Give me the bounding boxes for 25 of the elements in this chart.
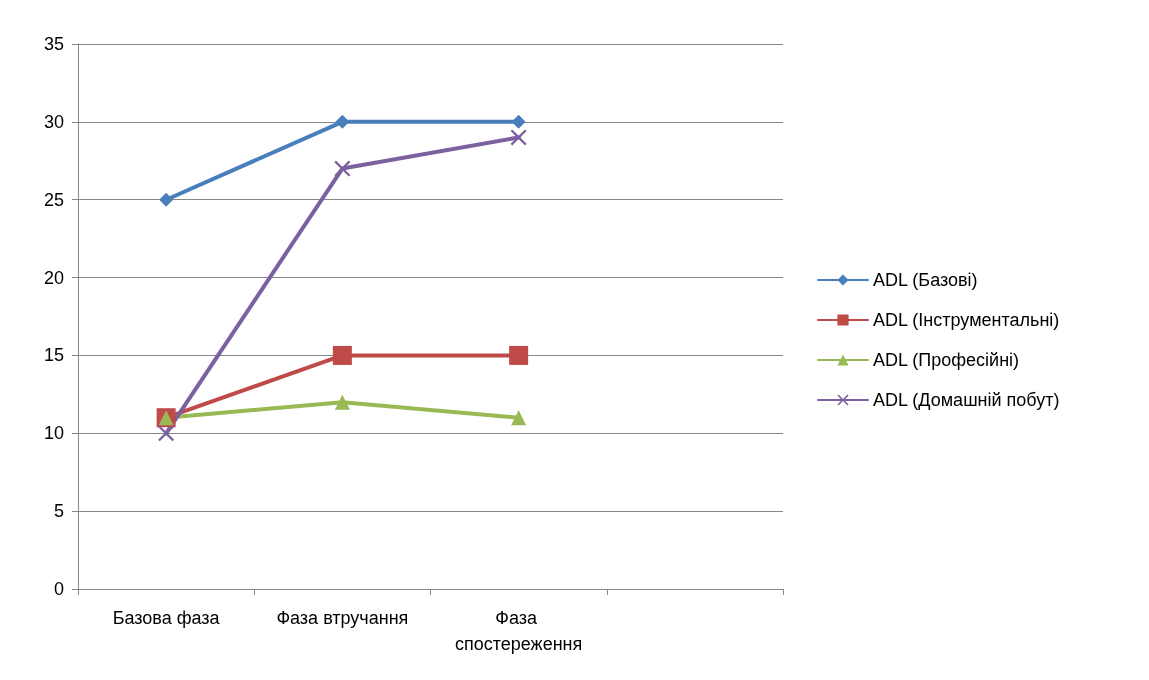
legend-label: ADL (Домашній побут) (873, 390, 1060, 410)
point (158, 425, 175, 442)
point (332, 345, 352, 365)
legend-label: ADL (Професійні) (873, 350, 1020, 370)
point (511, 114, 526, 129)
y-tick-label: 0 (53, 579, 64, 599)
x-tick-label: Фаза втручання (276, 608, 409, 628)
y-tick-label: 5 (53, 501, 64, 522)
x-tick-label: Базова фаза (112, 608, 221, 628)
point (159, 192, 174, 207)
point (334, 160, 351, 177)
legend-label: ADL (Інструментальні) (873, 310, 1060, 330)
point (335, 114, 350, 129)
y-tick-label: 20 (43, 267, 64, 288)
point (510, 129, 527, 146)
x-tick-label: Фаза спостереження (454, 608, 583, 654)
y-tick-label: 35 (43, 34, 64, 54)
y-tick-label: 30 (43, 111, 64, 132)
y-tick-label: 25 (43, 189, 64, 210)
point (511, 410, 527, 426)
y-tick-label: 15 (43, 345, 64, 366)
legend-label: ADL (Базові) (873, 270, 978, 290)
point (334, 394, 350, 410)
point (509, 345, 529, 365)
y-tick-label: 10 (43, 423, 64, 444)
